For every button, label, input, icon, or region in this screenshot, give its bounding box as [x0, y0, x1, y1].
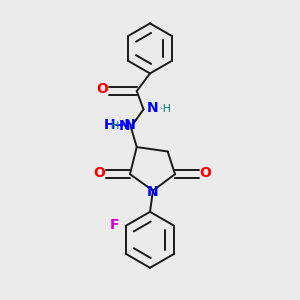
Text: ·H: ·H — [160, 104, 172, 114]
Text: O: O — [93, 166, 105, 180]
Text: H‒N: H‒N — [104, 118, 137, 132]
Text: N: N — [119, 119, 131, 133]
Text: O: O — [200, 166, 212, 180]
Text: O: O — [96, 82, 108, 96]
Text: N: N — [147, 100, 159, 115]
Text: N: N — [147, 184, 159, 199]
Text: H: H — [111, 121, 120, 131]
Text: F: F — [110, 218, 119, 232]
